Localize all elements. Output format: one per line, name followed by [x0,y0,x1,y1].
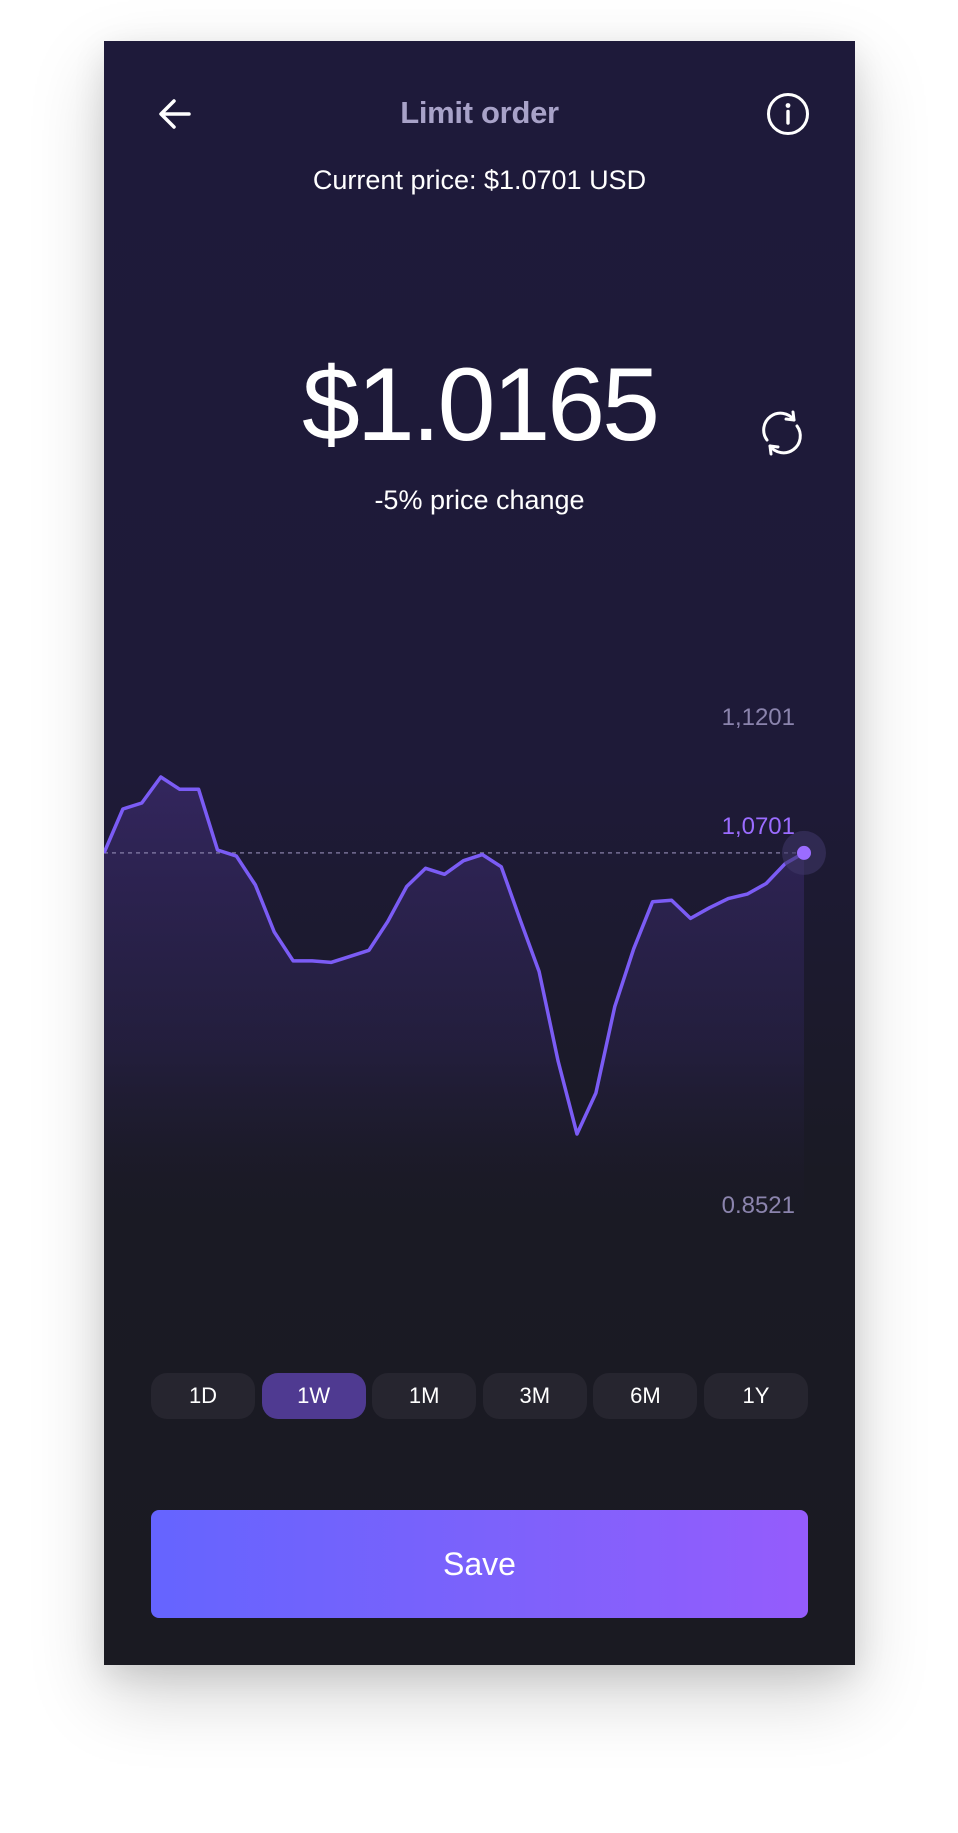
tab-1w[interactable]: 1W [261,1373,366,1419]
current-price-text: Current price: $1.0701 USD [312,165,647,195]
timeframe-tabs: 1D 1W 1M 3M 6M 1Y [151,1373,808,1419]
refresh-icon [762,410,802,456]
save-button[interactable]: Save [151,1510,808,1618]
phone-screen: Limit order Current price: $1.0701 USD $… [104,41,855,1665]
chart-line [104,775,805,1136]
back-button[interactable] [152,91,198,137]
tab-1y[interactable]: 1Y [703,1373,808,1419]
tab-6m[interactable]: 6M [593,1373,698,1419]
tab-1m[interactable]: 1M [372,1373,477,1419]
limit-price-value: $1.0165 [302,347,660,463]
current-point-marker[interactable] [797,845,811,860]
tab-3m[interactable]: 3M [482,1373,587,1419]
tab-1d[interactable]: 1D [151,1373,255,1419]
y-axis-current-label: 1,0701 [721,813,795,840]
chart-area-fill [104,777,804,1231]
y-axis-max-label: 1,1201 [721,704,795,731]
info-button[interactable] [765,91,811,137]
refresh-button[interactable] [756,407,808,459]
page-title: Limit order [400,95,559,130]
price-chart [104,775,826,1231]
y-axis-min-label: 0.8521 [721,1192,795,1219]
price-change-text: -5% price change [374,485,585,515]
info-icon [767,93,809,135]
arrow-left-icon [159,99,191,129]
